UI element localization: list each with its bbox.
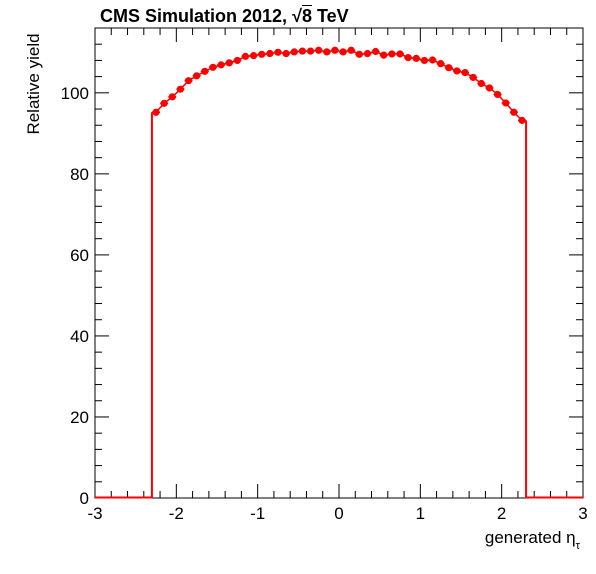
x-tick-label: 1 [416, 504, 425, 523]
data-point [168, 93, 176, 101]
y-tick-label: 0 [80, 489, 89, 508]
title-unit: TeV [311, 6, 349, 26]
y-tick-label: 60 [70, 246, 89, 265]
x-axis-label-main: generated η [484, 528, 576, 547]
x-axis-label-sub: τ [575, 540, 580, 552]
y-tick-label: 100 [61, 84, 89, 103]
data-point [453, 67, 461, 75]
data-point [315, 46, 323, 54]
histogram-series [95, 46, 583, 499]
data-point [209, 63, 217, 71]
title-energy: 8 [301, 6, 312, 26]
data-point [266, 49, 274, 58]
data-point [518, 116, 526, 124]
x-tick-label: -2 [169, 504, 184, 523]
data-point [469, 73, 477, 82]
y-tick-label: 20 [70, 408, 89, 427]
data-point [388, 50, 396, 58]
data-point [152, 108, 160, 116]
x-tick-label: 3 [578, 504, 587, 523]
x-tick-label: 2 [497, 504, 506, 523]
data-point [339, 48, 347, 56]
data-point [485, 84, 494, 92]
data-point [437, 60, 445, 68]
data-point [193, 72, 201, 80]
data-point [477, 79, 485, 88]
y-tick-label: 80 [70, 165, 89, 184]
data-point [160, 99, 168, 107]
data-point [201, 67, 209, 75]
y-axis-label: Relative yield [24, 33, 43, 135]
data-point [217, 61, 225, 69]
data-point [404, 53, 412, 62]
data-point [412, 54, 420, 62]
data-point [282, 49, 290, 58]
plot-frame [94, 27, 584, 499]
x-axis: -3 -2 -1 0 1 2 3 [87, 28, 588, 523]
data-point [176, 85, 184, 93]
sqrt-symbol: √ [292, 6, 302, 26]
data-point [241, 52, 250, 60]
y-axis: 0 20 40 60 80 100 [61, 27, 583, 508]
data-point [250, 51, 258, 60]
data-point [306, 47, 315, 55]
data-point [445, 64, 453, 72]
data-point [380, 51, 388, 59]
data-point [331, 46, 339, 54]
series-line [155, 49, 523, 121]
data-point [502, 99, 510, 107]
title-prefix: CMS Simulation 2012, [100, 6, 293, 26]
data-point [363, 49, 372, 58]
data-point [461, 68, 469, 77]
data-point [428, 56, 437, 64]
data-point [274, 48, 282, 56]
x-tick-label: 0 [334, 504, 343, 523]
data-point [184, 77, 193, 85]
data-point [355, 50, 363, 58]
x-tick-label: -3 [87, 504, 102, 523]
chart-title: CMS Simulation 2012, √8 TeV [100, 6, 349, 27]
data-point [323, 48, 331, 56]
data-point [290, 48, 298, 56]
x-tick-label: -1 [250, 504, 265, 523]
data-point [510, 108, 518, 116]
y-tick-label: 40 [70, 327, 89, 346]
x-axis-label: generated ητ [484, 528, 580, 552]
data-point [396, 50, 404, 58]
data-point [494, 90, 502, 99]
data-point [258, 50, 266, 58]
data-point [347, 46, 355, 54]
data-point [298, 47, 306, 55]
data-point [233, 56, 241, 65]
data-point [420, 56, 428, 65]
data-point [372, 47, 380, 56]
data-point [225, 59, 233, 67]
axis-frame [94, 27, 584, 499]
